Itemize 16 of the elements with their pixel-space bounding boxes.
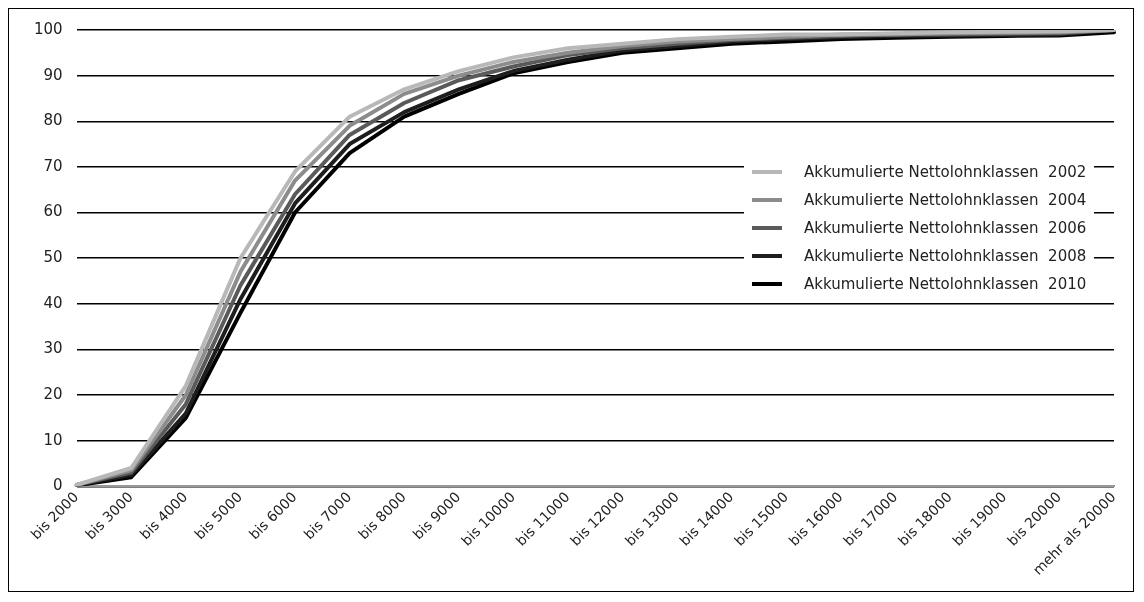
- y-tick-label: 40: [43, 293, 63, 312]
- y-tick-label: 60: [43, 202, 63, 221]
- y-tick-label: 70: [43, 156, 63, 175]
- legend-label: Akkumulierte Nettolohnklassen 2010: [804, 275, 1087, 294]
- y-tick-label: 10: [43, 430, 63, 449]
- legend-label: Akkumulierte Nettolohnklassen 2006: [804, 219, 1087, 238]
- y-tick-label: 30: [43, 339, 63, 358]
- legend-label: Akkumulierte Nettolohnklassen 2004: [804, 191, 1087, 210]
- y-tick-label: 80: [43, 111, 63, 130]
- y-tick-label: 20: [43, 384, 63, 403]
- legend-label: Akkumulierte Nettolohnklassen 2008: [804, 247, 1087, 266]
- y-tick-label: 0: [53, 476, 63, 495]
- y-tick-label: 50: [43, 248, 63, 267]
- y-tick-label: 100: [33, 19, 63, 38]
- legend-label: Akkumulierte Nettolohnklassen 2002: [804, 163, 1087, 182]
- y-tick-label: 90: [43, 65, 63, 84]
